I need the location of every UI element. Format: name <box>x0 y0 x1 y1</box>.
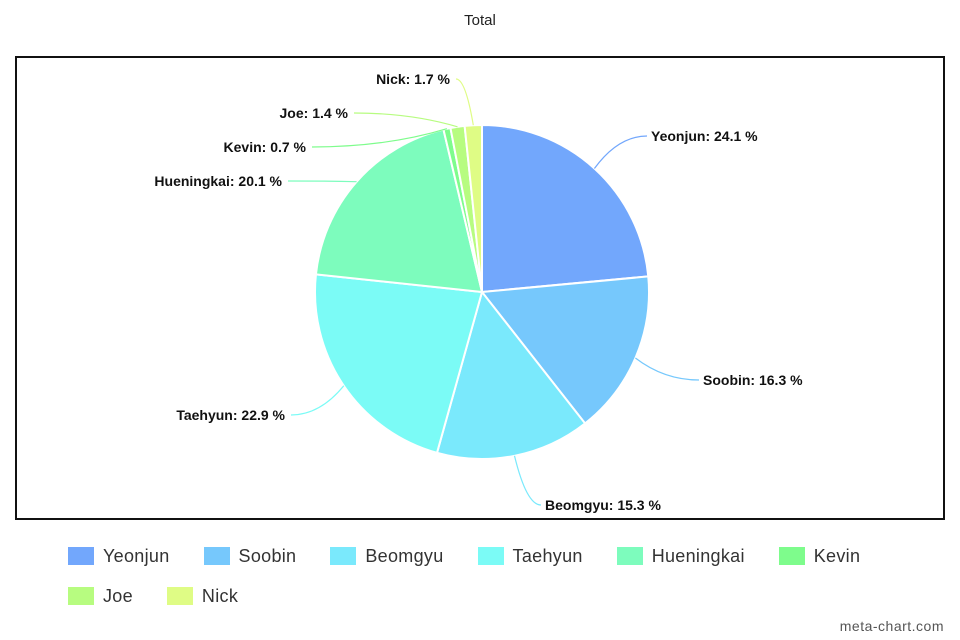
leader-line-joe <box>353 112 458 128</box>
legend-item-kevin[interactable]: Kevin <box>778 545 861 566</box>
chart-frame: Yeonjun: 24.1 % Soobin: 16.3 % Beomgyu: 15… <box>15 56 945 520</box>
legend-label: Hueningkai <box>651 545 745 566</box>
legend-item-beomgyu[interactable]: Beomgyu <box>330 546 443 566</box>
leader-line-beomgyu <box>513 455 542 506</box>
legend-swatch <box>68 587 94 605</box>
slice-label-nick: Nick: 1.7 % <box>376 71 450 87</box>
legend-swatch <box>166 587 193 605</box>
legend-swatch <box>477 547 504 565</box>
leader-line-hueningkai <box>287 180 357 183</box>
slice-label-soobin: Soobin: 16.3 % <box>703 372 803 388</box>
legend-item-nick[interactable]: Nick <box>166 585 239 606</box>
chart-title: Total <box>464 12 496 29</box>
legend-swatch <box>778 547 805 565</box>
pie-slice-yeonjun[interactable] <box>481 123 650 294</box>
pie-slice-beomgyu[interactable] <box>435 289 587 460</box>
leader-line-yeonjun <box>593 135 648 169</box>
legend-item-soobin[interactable]: Soobin <box>203 545 297 566</box>
legend-label: Taehyun <box>512 545 583 566</box>
chart-legend: Yeonjun Soobin Beomgyu Taehyun Hueningkai Kev… <box>68 546 928 606</box>
legend-swatch <box>68 547 94 565</box>
slice-label-taehyun: Taehyun: 22.9 % <box>176 407 285 423</box>
pie-slice-taehyun[interactable] <box>314 273 484 455</box>
legend-item-taehyun[interactable]: Taehyun <box>477 545 583 566</box>
leader-line-kevin <box>311 128 448 148</box>
leader-line-taehyun <box>290 385 345 416</box>
legend-label: Nick <box>201 585 239 606</box>
legend-item-joe[interactable]: Joe <box>68 586 133 606</box>
leader-line-nick <box>455 78 474 126</box>
legend-label: Yeonjun <box>103 545 170 566</box>
pie-slice-soobin[interactable] <box>480 275 650 425</box>
watermark: meta-chart.com <box>839 618 944 634</box>
legend-label: Kevin <box>813 545 861 566</box>
slice-label-kevin: Kevin: 0.7 % <box>224 139 307 155</box>
leader-line-soobin <box>635 357 700 381</box>
pie-chart: Yeonjun: 24.1 % Soobin: 16.3 % Beomgyu: 15… <box>154 71 803 513</box>
legend-label: Soobin <box>238 545 297 566</box>
slice-label-hueningkai: Hueningkai: 20.1 % <box>154 173 282 189</box>
slice-label-yeonjun: Yeonjun: 24.1 % <box>651 128 758 144</box>
slice-label-beomgyu: Beomgyu: 15.3 % <box>545 497 661 513</box>
legend-swatch <box>616 547 643 565</box>
legend-item-hueningkai[interactable]: Hueningkai <box>616 545 745 566</box>
slice-label-joe: Joe: 1.4 % <box>280 105 349 121</box>
legend-label: Joe <box>103 585 133 606</box>
legend-label: Beomgyu <box>365 545 444 566</box>
legend-swatch <box>203 547 230 565</box>
legend-swatch <box>330 547 357 565</box>
legend-item-yeonjun[interactable]: Yeonjun <box>68 546 170 566</box>
pie-slice-nick[interactable] <box>463 123 483 293</box>
